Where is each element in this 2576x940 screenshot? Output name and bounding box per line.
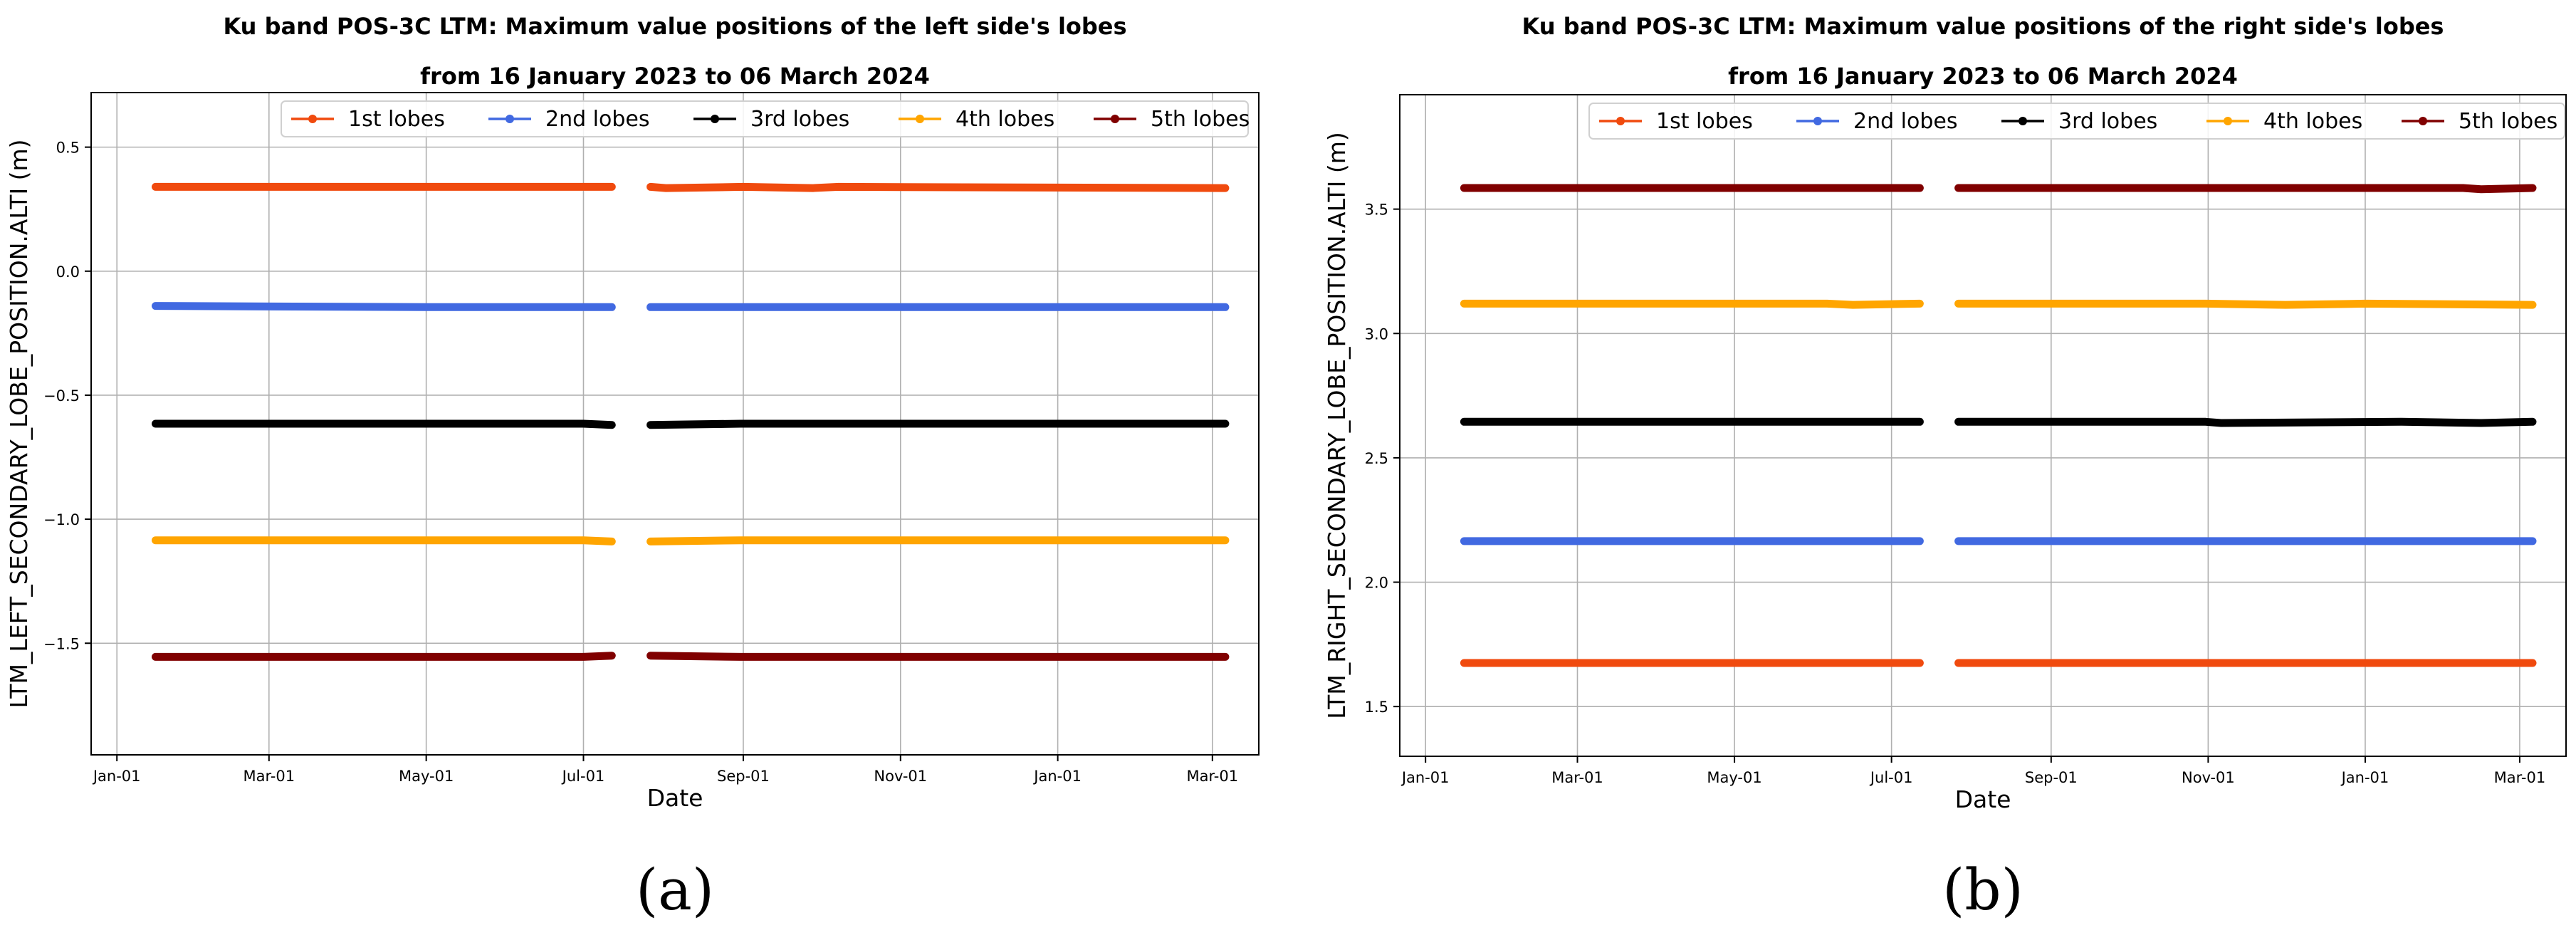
legend-item: 5th lobes bbox=[2402, 109, 2557, 134]
legend-item: 3rd lobes bbox=[693, 107, 849, 132]
x-tick-label: Sep-01 bbox=[717, 768, 770, 785]
x-tick-label: Nov-01 bbox=[874, 768, 927, 785]
series-line bbox=[152, 419, 616, 429]
legend-item: 4th lobes bbox=[899, 107, 1054, 132]
panel-label: (b) bbox=[1942, 857, 2023, 923]
legend-marker bbox=[2419, 117, 2427, 125]
legend-marker bbox=[308, 115, 317, 123]
series-line bbox=[1954, 299, 2537, 309]
y-tick-label: 0.5 bbox=[56, 140, 80, 157]
chart-left-lobes: Ku band POS-3C LTM: Maximum value positi… bbox=[5, 13, 1260, 923]
legend-item: 3rd lobes bbox=[2001, 109, 2157, 134]
legend-label: 2nd lobes bbox=[545, 107, 650, 132]
legend-label: 5th lobes bbox=[1151, 107, 1250, 132]
legend-item: 1st lobes bbox=[1599, 109, 1753, 134]
legend-label: 2nd lobes bbox=[1853, 109, 1958, 134]
y-tick-label: 2.5 bbox=[1365, 450, 1388, 467]
series-line bbox=[646, 419, 1230, 429]
series-line bbox=[646, 652, 1230, 661]
legend-item: 1st lobes bbox=[291, 107, 445, 132]
x-tick-label: Jan-01 bbox=[1400, 769, 1450, 786]
y-tick-label: 1.5 bbox=[1365, 699, 1388, 716]
legend-marker bbox=[1616, 117, 1625, 125]
x-tick-label: May-01 bbox=[1707, 769, 1761, 786]
series-line bbox=[152, 652, 616, 661]
chart-panel-right-lobes: Ku band POS-3C LTM: Maximum value positi… bbox=[1288, 0, 2576, 940]
series-3 bbox=[152, 419, 1230, 429]
legend-label: 1st lobes bbox=[348, 107, 445, 132]
legend: 1st lobes 2nd lobes 3rd lobes 4th lobes 5th … bbox=[1588, 103, 2565, 140]
y-tick-label: −1.0 bbox=[43, 511, 80, 528]
x-tick-label: May-01 bbox=[399, 768, 454, 785]
series-4 bbox=[1460, 299, 2537, 309]
y-tick-label: 3.0 bbox=[1365, 325, 1388, 343]
legend-marker bbox=[916, 115, 924, 123]
legend: 1st lobes 2nd lobes 3rd lobes 4th lobes 5th … bbox=[281, 100, 1250, 137]
legend-label: 3rd lobes bbox=[750, 107, 849, 132]
legend-marker bbox=[1813, 117, 1822, 125]
x-tick-label: Mar-01 bbox=[244, 768, 295, 785]
chart-title: Ku band POS-3C LTM: Maximum value positi… bbox=[1522, 13, 2444, 40]
y-axis-label: LTM_LEFT_SECONDARY_LOBE_POSITION.ALTI (m… bbox=[5, 139, 33, 708]
legend-label: 5th lobes bbox=[2459, 109, 2557, 134]
series-1 bbox=[152, 182, 1230, 192]
legend-marker bbox=[2224, 117, 2232, 125]
legend-marker bbox=[506, 115, 514, 123]
legend-item: 2nd lobes bbox=[488, 107, 650, 132]
chart-panel-left-lobes: Ku band POS-3C LTM: Maximum value positi… bbox=[5, 13, 1260, 923]
x-tick-label: Jan-01 bbox=[2340, 769, 2389, 786]
series-line bbox=[152, 536, 616, 545]
panel-label: (a) bbox=[636, 857, 714, 923]
series-line bbox=[152, 302, 616, 311]
series-line bbox=[1954, 184, 2537, 194]
legend-marker bbox=[1111, 115, 1119, 123]
x-tick-label: Mar-01 bbox=[1551, 769, 1603, 786]
x-tick-label: Jul-01 bbox=[1869, 769, 1913, 786]
chart-subtitle: from 16 January 2023 to 06 March 2024 bbox=[1728, 63, 2238, 90]
series-line bbox=[646, 536, 1230, 545]
legend-label: 3rd lobes bbox=[2058, 109, 2157, 134]
y-axis-label: LTM_RIGHT_SECONDARY_LOBE_POSITION.ALTI (… bbox=[1323, 132, 1351, 719]
y-tick-label: 3.5 bbox=[1365, 202, 1388, 219]
legend-label: 4th lobes bbox=[2263, 109, 2362, 134]
series-line bbox=[1460, 299, 1924, 309]
legend-box bbox=[1588, 103, 2565, 140]
series-4 bbox=[152, 536, 1230, 545]
chart-right-lobes: Ku band POS-3C LTM: Maximum value positi… bbox=[1323, 13, 2567, 923]
x-tick-label: Jul-01 bbox=[561, 768, 605, 785]
x-tick-label: Mar-01 bbox=[1187, 768, 1239, 785]
x-tick-label: Jan-01 bbox=[92, 768, 141, 785]
x-tick-label: Mar-01 bbox=[2494, 769, 2546, 786]
y-tick-label: −0.5 bbox=[43, 387, 80, 404]
series-3 bbox=[1460, 417, 2537, 427]
chart-title: Ku band POS-3C LTM: Maximum value positi… bbox=[223, 13, 1126, 40]
legend-label: 4th lobes bbox=[955, 107, 1054, 132]
plot-frame bbox=[90, 92, 1260, 756]
legend-item: 4th lobes bbox=[2206, 109, 2362, 134]
x-tick-label: Sep-01 bbox=[2025, 769, 2078, 786]
legend-box bbox=[281, 100, 1249, 137]
series-5 bbox=[152, 652, 1230, 661]
series-2 bbox=[152, 302, 1230, 311]
legend-item: 2nd lobes bbox=[1796, 109, 1958, 134]
x-axis-label: Date bbox=[1955, 785, 2011, 813]
series-line bbox=[1954, 417, 2537, 427]
legend-marker bbox=[2019, 117, 2027, 125]
legend-label: 1st lobes bbox=[1656, 109, 1753, 134]
x-tick-label: Jan-01 bbox=[1032, 768, 1082, 785]
chart-subtitle: from 16 January 2023 to 06 March 2024 bbox=[420, 63, 930, 90]
legend-item: 5th lobes bbox=[1094, 107, 1250, 132]
x-tick-label: Nov-01 bbox=[2182, 769, 2235, 786]
plot-frame bbox=[1399, 94, 2567, 757]
x-axis-label: Date bbox=[647, 784, 703, 812]
y-tick-label: 2.0 bbox=[1365, 575, 1388, 592]
series-5 bbox=[1460, 184, 2537, 194]
series-line bbox=[646, 182, 1230, 192]
y-tick-label: −1.5 bbox=[43, 635, 80, 652]
y-tick-label: 0.0 bbox=[56, 263, 80, 281]
legend-marker bbox=[711, 115, 719, 123]
